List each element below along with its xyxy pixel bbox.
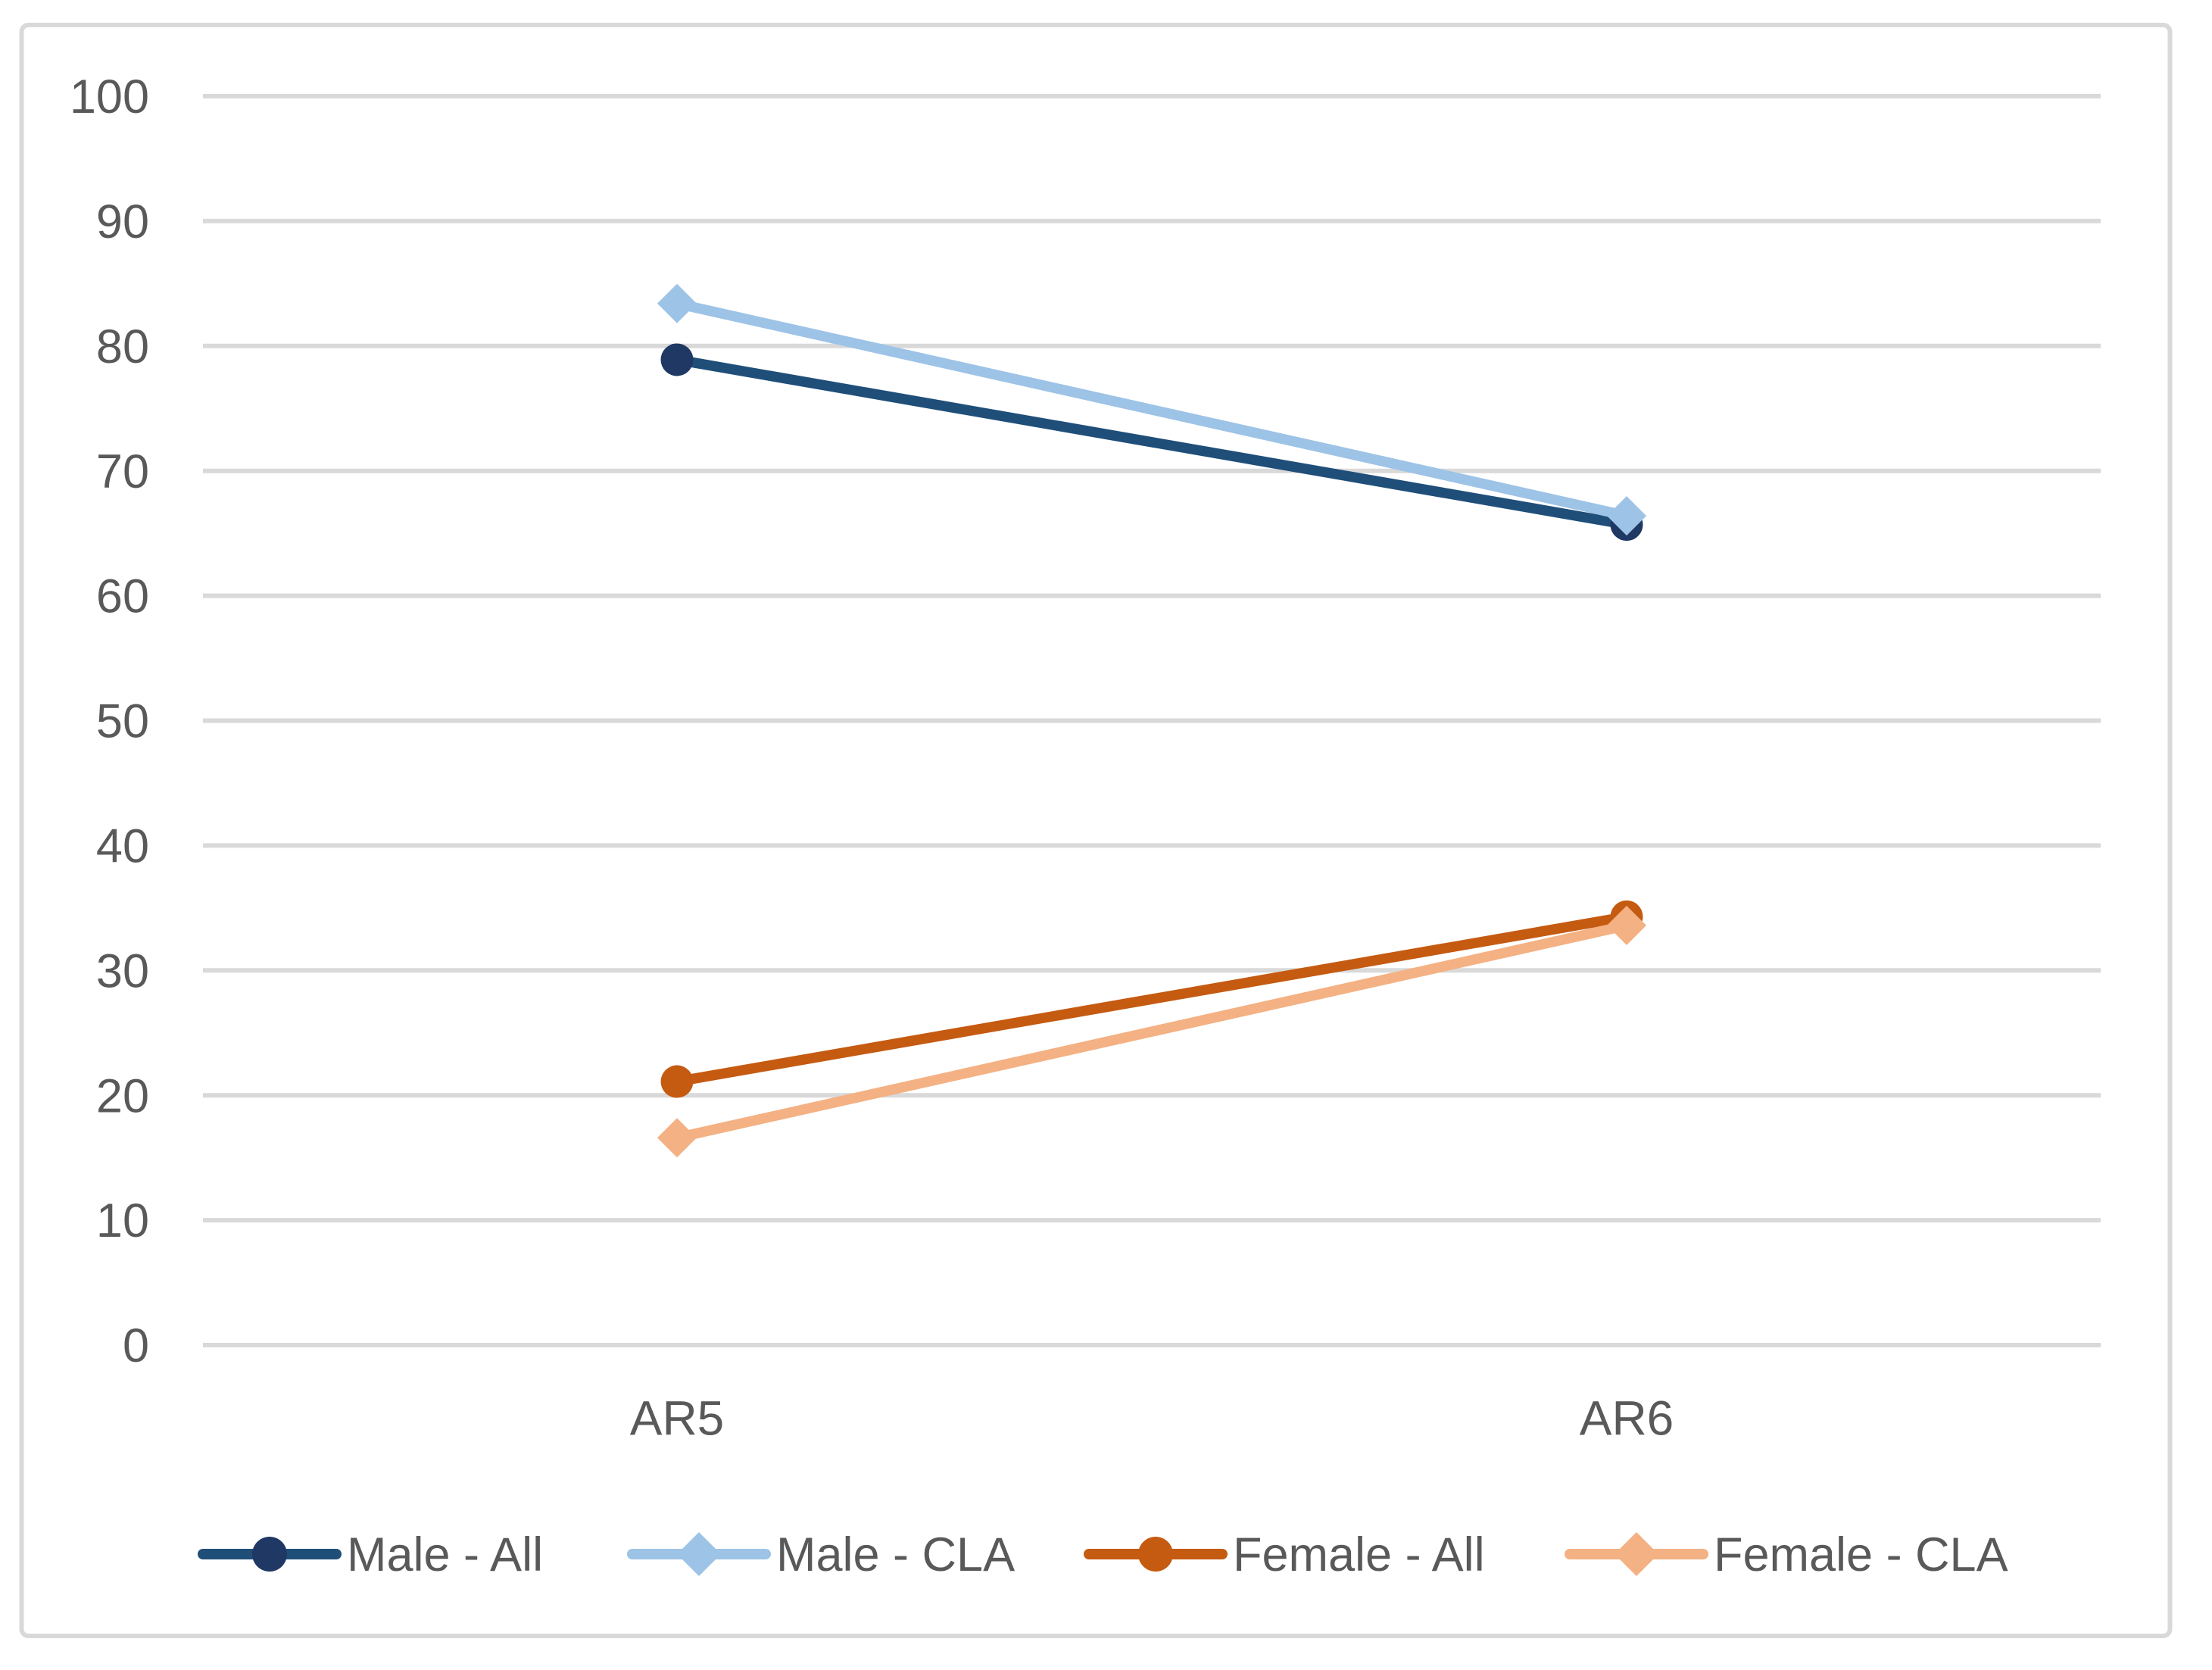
x-axis-category-label-ar5: AR5	[630, 1391, 725, 1445]
series-female-all	[660, 900, 1643, 1098]
y-axis-tick-label-0: 0	[123, 1319, 149, 1372]
y-axis-tick-label-90: 90	[96, 195, 149, 248]
circle-marker-female-all-ar5	[660, 1065, 694, 1098]
diamond-marker-male-cla-ar6	[1607, 496, 1646, 536]
legend-item-label-male-all: Male - All	[347, 1528, 543, 1581]
series-female-cla	[657, 905, 1646, 1158]
gridlines-layer	[203, 94, 2101, 1347]
diamond-marker-legend-male-cla	[677, 1532, 721, 1576]
y-axis-tick-label-50: 50	[96, 695, 149, 748]
legend-item-female-cla: Female - CLA	[1565, 1528, 2008, 1581]
y-axis-tick-label-30: 30	[96, 944, 149, 997]
diamond-marker-male-cla-ar5	[657, 283, 697, 323]
y-axis-tick-label-80: 80	[96, 320, 149, 373]
y-axis-tick-label-10: 10	[96, 1194, 149, 1247]
series-male-cla	[657, 283, 1646, 536]
circle-marker-legend-female-all	[1138, 1537, 1173, 1572]
y-axis-tick-label-20: 20	[96, 1069, 149, 1122]
legend-item-label-female-all: Female - All	[1233, 1528, 1485, 1581]
x-axis-category-labels: AR5 AR6	[630, 1391, 1674, 1445]
circle-marker-legend-male-all	[252, 1537, 287, 1572]
chart-border	[19, 23, 2173, 1638]
series-line-male-cla	[675, 298, 1628, 521]
legend-item-female-all: Female - All	[1084, 1528, 1485, 1581]
circle-marker-male-all-ar5	[660, 343, 694, 376]
diamond-marker-legend-female-cla	[1615, 1532, 1658, 1576]
data-series-layer	[657, 283, 1646, 1158]
series-male-all	[660, 343, 1643, 542]
x-axis-category-label-ar6: AR6	[1580, 1391, 1674, 1445]
legend-item-label-male-cla: Male - CLA	[776, 1528, 1015, 1581]
legend-item-label-female-cla: Female - CLA	[1714, 1528, 2008, 1581]
legend-item-male-all: Male - All	[198, 1528, 543, 1581]
diamond-marker-female-cla-ar5	[657, 1118, 697, 1158]
y-axis-tick-labels: 0 10 20 30 40 50 60 70 80 90 100	[70, 70, 149, 1372]
y-axis-tick-label-40: 40	[96, 819, 149, 872]
series-line-female-all	[675, 911, 1628, 1087]
chart-border-layer	[19, 23, 2173, 1638]
series-line-female-cla	[675, 920, 1628, 1143]
y-axis-tick-label-60: 60	[96, 570, 149, 623]
legend: Male - All Male - CLA Female - All Female -…	[198, 1528, 2008, 1581]
y-axis-tick-label-100: 100	[70, 70, 149, 123]
y-axis-tick-label-70: 70	[96, 445, 149, 498]
series-line-male-all	[675, 354, 1628, 530]
diamond-marker-female-cla-ar6	[1607, 905, 1646, 945]
legend-item-male-cla: Male - CLA	[627, 1528, 1015, 1581]
